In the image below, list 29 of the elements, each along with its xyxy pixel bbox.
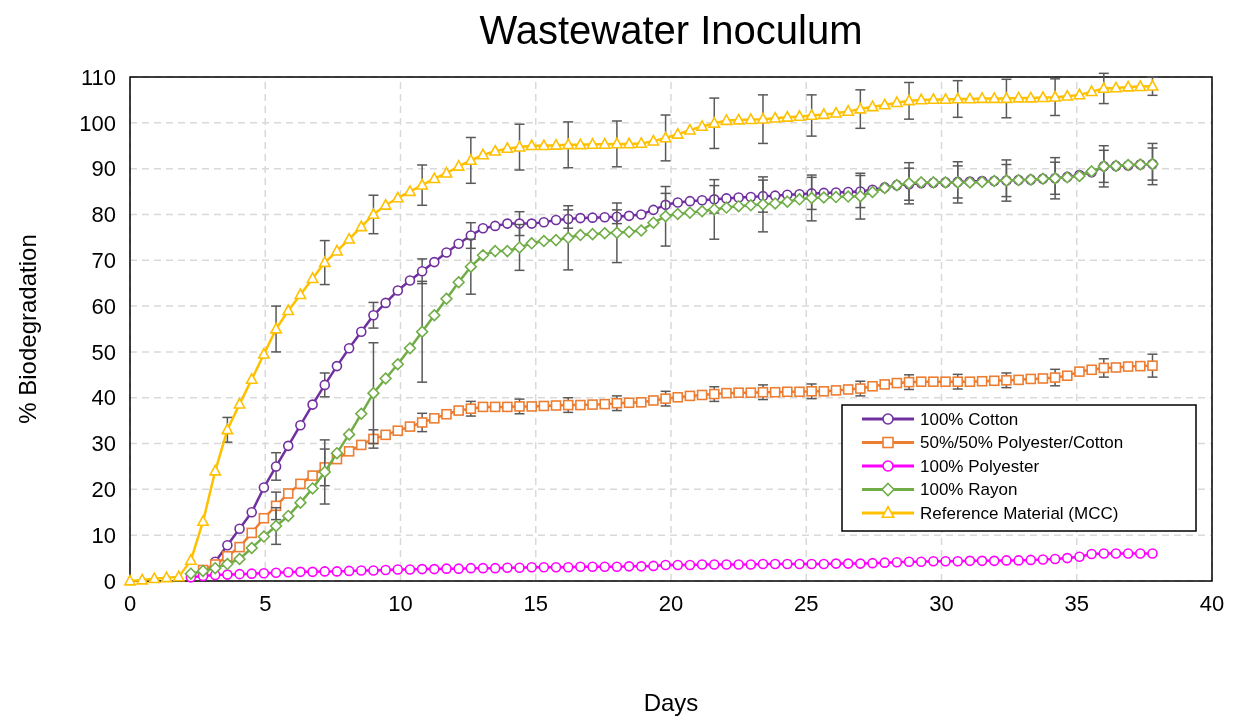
y-tick-label: 60 [91,293,116,319]
y-tick-label: 0 [103,568,116,594]
x-axis-title: Days [643,689,699,716]
y-tick-label: 70 [91,247,116,273]
y-tick-label: 110 [80,64,116,90]
x-tick-label: 10 [388,591,413,616]
y-tick-label: 30 [91,431,116,457]
legend-label: Reference Material (MCC) [920,503,1119,523]
y-tick-label: 90 [91,156,116,182]
legend-label: 50%/50% Polyester/Cotton [920,433,1124,453]
y-tick-label: 20 [91,477,116,503]
y-tick-label: 40 [91,385,116,411]
y-axis-title: % Biodegradation [14,234,41,424]
x-tick-label: 25 [794,591,819,616]
chart-title: Wastewater Inoculum [479,8,863,52]
legend-label: 100% Cotton [920,409,1019,429]
legend-label: 100% Polyester [920,456,1040,476]
y-tick-label: 50 [91,339,116,365]
legend-label: 100% Rayon [920,480,1018,500]
y-tick-label: 10 [91,522,116,548]
x-tick-label: 40 [1199,591,1225,616]
y-tick-label: 100 [79,110,116,136]
y-tick-label: 80 [91,202,116,228]
x-tick-label: 0 [123,591,137,616]
x-tick-label: 35 [1064,591,1089,616]
x-tick-label: 15 [523,591,548,616]
x-tick-label: 30 [929,591,954,616]
x-tick-label: 5 [259,591,272,616]
x-tick-label: 20 [658,591,684,616]
